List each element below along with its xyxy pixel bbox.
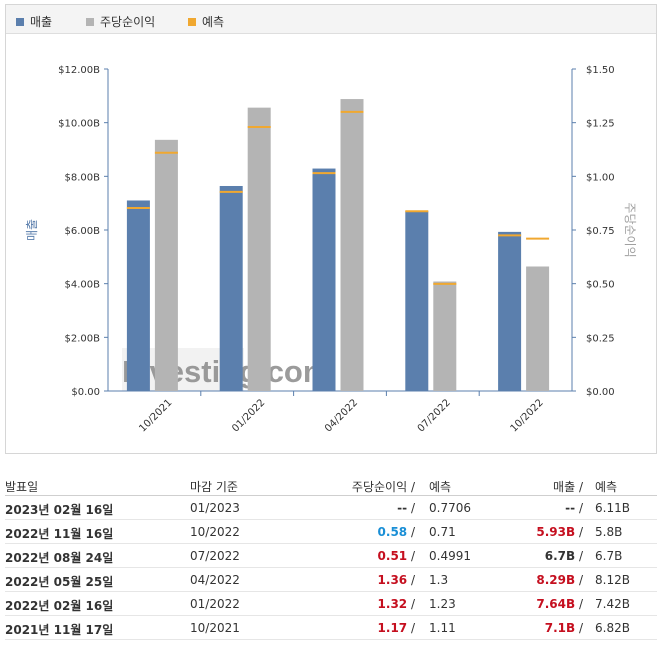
cell-rev-forecast: 8.12B	[595, 573, 630, 587]
cell-revenue: 5.93B /	[536, 525, 583, 539]
cell-eps-forecast: 0.4991	[429, 549, 471, 563]
y-right-tick-label: $0.75	[586, 226, 615, 237]
y-right-tick-label: $0.50	[586, 280, 615, 291]
legend-label-forecast: 예측	[202, 15, 225, 29]
x-tick-label: 07/2022	[416, 397, 453, 434]
cell-revenue: 6.7B /	[544, 549, 583, 563]
table-row: 2022년 08월 24일 07/2022 0.51 / 0.4991 6.7B / 6.…	[5, 544, 657, 568]
x-tick-label: 01/2022	[230, 397, 267, 434]
y-left-tick-label: $4.00B	[65, 280, 101, 291]
cell-date: 2021년 11월 17일	[5, 623, 114, 637]
header-date: 발표일	[5, 480, 39, 494]
cell-period: 01/2022	[190, 597, 240, 611]
y-left-tick-label: $12.00B	[58, 65, 100, 76]
table-row: 2022년 02월 16일 01/2022 1.32 / 1.23 7.64B / 7.4…	[5, 592, 657, 616]
legend-label-revenue: 매출	[30, 15, 53, 29]
bar-revenue	[126, 200, 150, 391]
cell-period: 10/2022	[190, 525, 240, 539]
legend-swatch-revenue	[16, 17, 24, 26]
cell-revenue: 7.64B /	[536, 597, 583, 611]
bar-revenue	[312, 168, 336, 391]
table-row: 2021년 11월 17일 10/2021 1.17 / 1.11 7.1B / 6.82…	[5, 616, 657, 640]
y-right-tick-label: $0.00	[586, 387, 615, 398]
y-right-tick-label: $0.25	[586, 333, 615, 344]
legend-item-revenue[interactable]: 매출	[16, 13, 52, 30]
chart-legend: 매출 주당순이익 예측	[6, 5, 656, 34]
bar-eps	[247, 107, 271, 391]
y-left-tick-label: $2.00B	[65, 333, 101, 344]
cell-date: 2022년 02월 16일	[5, 599, 114, 613]
cell-eps-forecast: 0.71	[429, 525, 456, 539]
header-period: 마감 기준	[190, 480, 238, 494]
bar-revenue	[219, 185, 243, 391]
x-tick-label: 10/2021	[137, 397, 174, 434]
y-left-tick-label: $0.00	[71, 387, 100, 398]
cell-eps: 0.58 /	[377, 525, 415, 539]
header-rev-forecast: 예측	[595, 480, 618, 494]
chart-plot: Investing.com$0.00$2.00B$4.00B$6.00B$8.0…	[25, 65, 637, 434]
bar-eps	[433, 281, 457, 391]
cell-period: 10/2021	[190, 621, 240, 635]
legend-item-forecast[interactable]: 예측	[188, 13, 224, 30]
cell-date: 2022년 05월 25일	[5, 575, 114, 589]
cell-period: 04/2022	[190, 573, 240, 587]
cell-period: 01/2023	[190, 501, 240, 515]
y-left-tick-label: $6.00B	[65, 226, 101, 237]
earnings-table: 발표일 마감 기준 주당순이익 / 예측 매출 / 예측 2023년 02월 1…	[5, 473, 657, 640]
legend-swatch-eps	[86, 17, 94, 26]
table-row: 2022년 11월 16일 10/2022 0.58 / 0.71 5.93B / 5.8…	[5, 520, 657, 544]
y-right-tick-label: $1.50	[586, 65, 615, 76]
x-tick-label: 04/2022	[323, 397, 360, 434]
bar-eps	[526, 266, 550, 391]
cell-eps: 0.51 /	[377, 549, 415, 563]
chart-panel: 매출 주당순이익 예측 Investing.com$0.00$2.00B$4.0…	[5, 4, 657, 454]
table-row: 2022년 05월 25일 04/2022 1.36 / 1.3 8.29B / 8.12…	[5, 568, 657, 592]
y-right-axis-title: 주당순이익	[623, 202, 637, 257]
cell-rev-forecast: 6.11B	[595, 501, 630, 515]
y-right-tick-label: $1.00	[586, 172, 615, 183]
cell-revenue: 8.29B /	[536, 573, 583, 587]
x-tick-label: 10/2022	[509, 397, 546, 434]
cell-date: 2023년 02월 16일	[5, 503, 114, 517]
bar-revenue	[405, 211, 429, 391]
table-row: 2023년 02월 16일 01/2023 -- / 0.7706 -- / 6.11B	[5, 496, 657, 520]
y-right-tick-label: $1.25	[586, 119, 615, 130]
cell-eps-forecast: 1.11	[429, 621, 456, 635]
cell-eps-forecast: 1.3	[429, 573, 449, 587]
table-header: 발표일 마감 기준 주당순이익 / 예측 매출 / 예측	[5, 473, 657, 496]
cell-period: 07/2022	[190, 549, 240, 563]
header-eps-forecast: 예측	[429, 480, 452, 494]
header-eps: 주당순이익 /	[351, 480, 415, 494]
cell-rev-forecast: 6.82B	[595, 621, 630, 635]
cell-rev-forecast: 5.8B	[595, 525, 623, 539]
cell-rev-forecast: 7.42B	[595, 597, 630, 611]
cell-revenue: -- /	[565, 501, 583, 515]
cell-date: 2022년 11월 16일	[5, 527, 114, 541]
legend-swatch-forecast	[188, 17, 196, 26]
legend-label-eps: 주당순이익	[100, 15, 156, 29]
y-left-tick-label: $10.00B	[58, 119, 100, 130]
cell-eps: -- /	[397, 501, 415, 515]
cell-eps: 1.17 /	[377, 621, 415, 635]
cell-eps: 1.32 /	[377, 597, 415, 611]
bar-eps	[154, 139, 178, 391]
bar-revenue	[498, 231, 522, 391]
cell-revenue: 7.1B /	[544, 621, 583, 635]
legend-item-eps[interactable]: 주당순이익	[86, 13, 155, 30]
bar-eps	[340, 99, 364, 391]
cell-rev-forecast: 6.7B	[595, 549, 623, 563]
cell-eps-forecast: 0.7706	[429, 501, 471, 515]
y-left-tick-label: $8.00B	[65, 172, 101, 183]
cell-eps: 1.36 /	[377, 573, 415, 587]
cell-date: 2022년 08월 24일	[5, 551, 114, 565]
table-body: 2023년 02월 16일 01/2023 -- /0.7706 -- /6.11B 2…	[5, 496, 657, 640]
y-left-axis-title: 매출	[25, 219, 39, 241]
cell-eps-forecast: 1.23	[429, 597, 456, 611]
header-revenue: 매출 /	[553, 480, 583, 494]
